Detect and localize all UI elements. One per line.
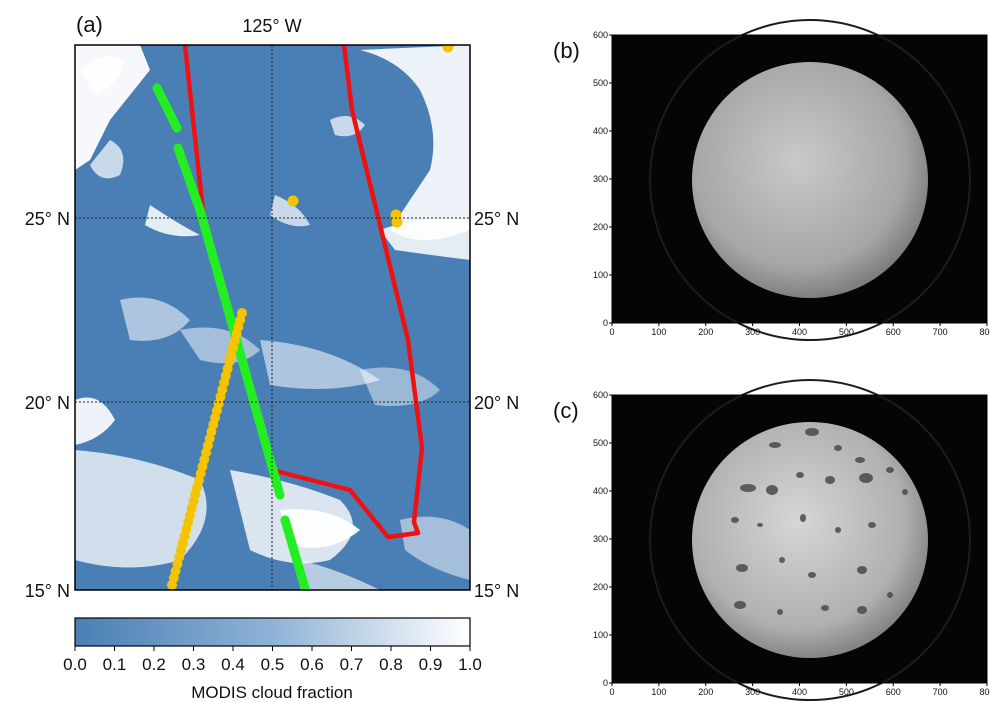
x-tick-label: 600 xyxy=(886,327,901,337)
x-tick-label: 800 xyxy=(979,327,990,337)
panel-a-label: (a) xyxy=(76,12,103,37)
colorbar-tick-label: 0.8 xyxy=(379,655,403,674)
image-c-particles xyxy=(731,428,908,615)
colorbar-tick-label: 0.9 xyxy=(419,655,443,674)
longitude-label: 125° W xyxy=(242,16,301,36)
x-tick-label: 700 xyxy=(933,687,948,697)
colorbar-tick-label: 0.1 xyxy=(103,655,127,674)
green-track xyxy=(152,83,310,590)
graticule xyxy=(75,45,470,590)
colorbar-tick-label: 0.4 xyxy=(221,655,245,674)
lat-label-right-25: 25° N xyxy=(474,209,519,229)
colorbar-tick-label: 0.6 xyxy=(300,655,324,674)
x-tick-label: 800 xyxy=(979,687,990,697)
colorbar-tick-label: 0.7 xyxy=(340,655,364,674)
image-c-ring xyxy=(649,379,971,701)
y-tick-label: 400 xyxy=(593,126,608,136)
panel-c-label: (c) xyxy=(553,398,579,423)
cloud-map xyxy=(75,45,470,590)
lat-label-left-20: 20° N xyxy=(25,393,70,413)
y-tick-label: 100 xyxy=(593,630,608,640)
x-tick-label: 700 xyxy=(933,327,948,337)
image-c-disc xyxy=(692,422,928,658)
x-tick-label: 100 xyxy=(651,327,666,337)
panel-b-label: (b) xyxy=(553,38,580,63)
x-tick-label: 400 xyxy=(792,327,807,337)
x-tick-label: 400 xyxy=(792,687,807,697)
colorbar-tick-label: 0.3 xyxy=(182,655,206,674)
colorbar-tick-label: 0.2 xyxy=(142,655,166,674)
yellow-points xyxy=(167,45,454,590)
image-c xyxy=(612,379,987,701)
x-tick-label: 500 xyxy=(839,687,854,697)
x-tick-label: 500 xyxy=(839,327,854,337)
y-tick-label: 100 xyxy=(593,270,608,280)
y-tick-label: 0 xyxy=(603,318,608,328)
y-tick-label: 300 xyxy=(593,174,608,184)
y-tick-label: 300 xyxy=(593,534,608,544)
y-tick-label: 200 xyxy=(593,582,608,592)
image-c-axes: 600 500 400 300 200 100 00 100 200 300 400 500 600 70… xyxy=(593,390,990,697)
cloud-patches xyxy=(75,45,470,590)
image-b xyxy=(612,19,987,341)
yellow-point xyxy=(391,216,403,228)
yellow-point xyxy=(237,308,247,318)
y-tick-label: 400 xyxy=(593,486,608,496)
x-tick-label: 0 xyxy=(609,327,614,337)
lat-label-right-20: 20° N xyxy=(474,393,519,413)
map-frame xyxy=(74,44,471,591)
y-tick-label: 600 xyxy=(593,30,608,40)
colorbar-tick-label: 0.5 xyxy=(261,655,285,674)
y-tick-label: 0 xyxy=(603,678,608,688)
x-tick-label: 300 xyxy=(745,687,760,697)
x-tick-label: 200 xyxy=(698,687,713,697)
x-tick-label: 200 xyxy=(698,327,713,337)
colorbar xyxy=(74,617,471,647)
image-b-ring xyxy=(649,19,971,341)
lat-label-right-15: 15° N xyxy=(474,581,519,601)
colorbar-title: MODIS cloud fraction xyxy=(191,683,353,702)
lat-label-left-15: 15° N xyxy=(25,581,70,601)
colorbar-tick-label: 0.0 xyxy=(63,655,87,674)
lat-label-left-25: 25° N xyxy=(25,209,70,229)
x-tick-label: 0 xyxy=(609,687,614,697)
colorbar-ticks: 0.0 0.1 0.2 0.3 0.4 0.5 0.6 0.7 0.8 0.9 1.0 xyxy=(63,646,482,674)
image-b-disc xyxy=(692,62,928,298)
y-tick-label: 500 xyxy=(593,78,608,88)
y-tick-label: 600 xyxy=(593,390,608,400)
y-tick-label: 200 xyxy=(593,222,608,232)
x-tick-label: 100 xyxy=(651,687,666,697)
image-b-axes: 600 500 400 300 200 100 00 100 200 300 400 500 600 70… xyxy=(593,30,990,337)
y-tick-label: 500 xyxy=(593,438,608,448)
colorbar-tick-label: 1.0 xyxy=(458,655,482,674)
yellow-point xyxy=(442,45,454,53)
x-tick-label: 600 xyxy=(886,687,901,697)
yellow-point xyxy=(287,195,299,207)
x-tick-label: 300 xyxy=(745,327,760,337)
